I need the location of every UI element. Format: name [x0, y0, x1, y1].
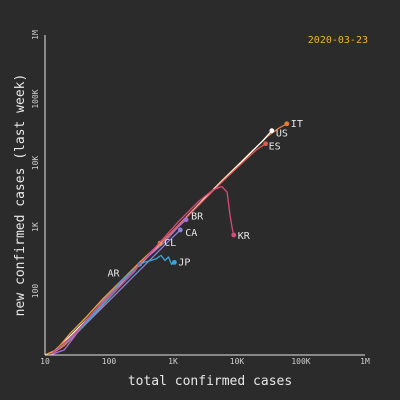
series-line-jp	[79, 254, 175, 330]
series-line-br	[49, 219, 187, 356]
axes	[44, 35, 365, 356]
y-tick-label: 1K	[31, 222, 40, 232]
y-tick-label: 100K	[31, 89, 40, 108]
x-tick-label: 100K	[291, 357, 310, 366]
series-line-ca	[49, 229, 181, 356]
series-label-es: ES	[269, 142, 281, 153]
series-end-marker-es	[263, 141, 269, 147]
series-lines	[44, 121, 290, 356]
x-tick-label: 1M	[360, 357, 370, 366]
series-line-kr	[49, 185, 235, 356]
series-label-ar: AR	[108, 268, 121, 279]
y-tick-label: 10K	[31, 156, 40, 171]
series-label-br: BR	[191, 212, 204, 223]
series-end-marker-us	[269, 128, 275, 134]
series-label-cl: CL	[164, 238, 176, 249]
y-tick-label: 1M	[31, 30, 40, 40]
y-tick-label: 100	[31, 284, 40, 299]
series-label-us: US	[276, 129, 288, 140]
series-label-ca: CA	[185, 228, 197, 239]
x-axis-title: total confirmed cases	[128, 374, 292, 389]
date-label: 2020-03-23	[308, 35, 368, 46]
x-tick-label: 10K	[230, 357, 245, 366]
series-end-marker-kr	[231, 232, 237, 238]
series-end-marker-jp	[171, 259, 177, 265]
tick-labels: 10 100 1K 10K 100K 1M 100 1K 10K 100K 1M	[31, 30, 370, 366]
series-label-jp: JP	[178, 257, 190, 268]
x-tick-label: 100	[102, 357, 117, 366]
series-end-marker-br	[183, 217, 189, 223]
x-tick-label: 1K	[168, 357, 178, 366]
series-label-it: IT	[291, 119, 303, 130]
series-end-marker-ca	[177, 227, 183, 233]
x-tick-label: 10	[40, 357, 50, 366]
series-end-marker-it	[284, 121, 290, 127]
series-label-kr: KR	[238, 231, 251, 242]
y-axis-title: new confirmed cases (last week)	[13, 74, 28, 317]
